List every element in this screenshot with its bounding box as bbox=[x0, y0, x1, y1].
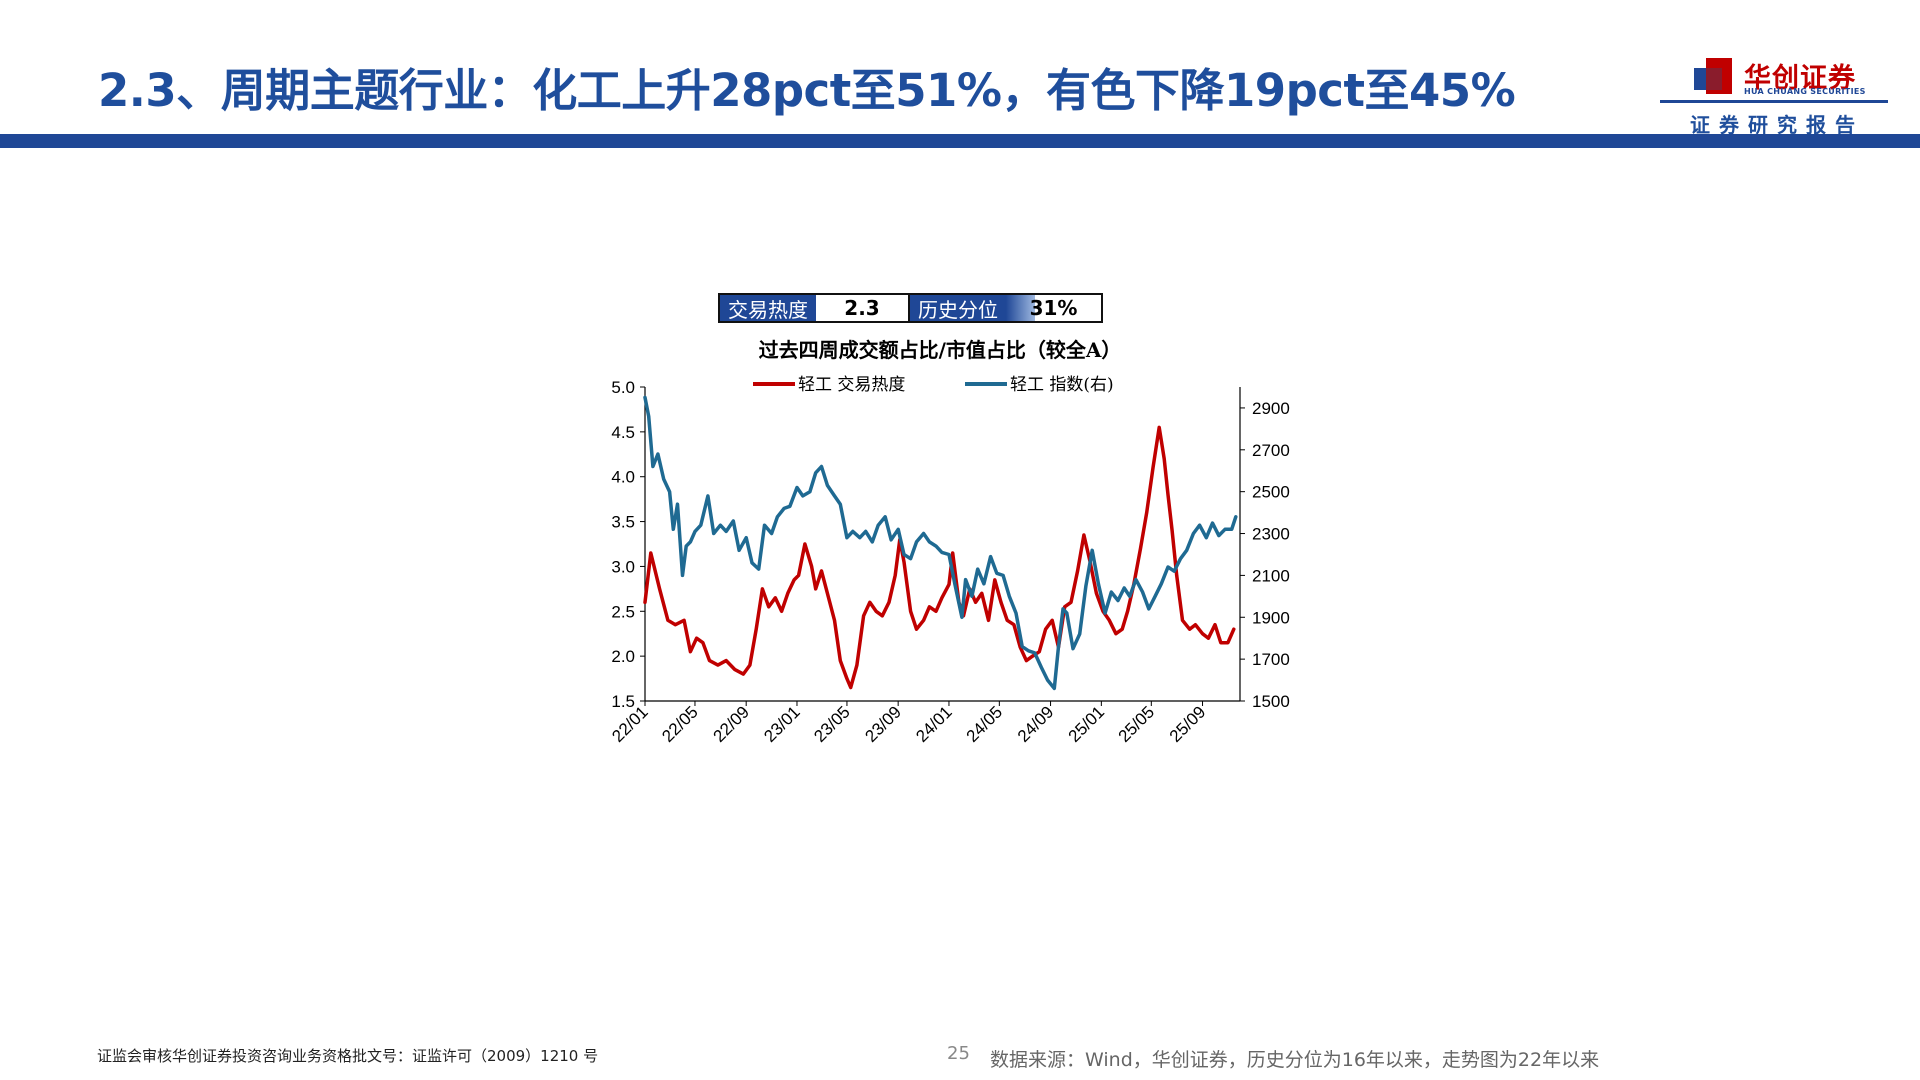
x-tick-label: 24/01 bbox=[912, 702, 956, 746]
heat-index-line-chart: 过去四周成交额占比/市值占比（较全A） 轻工 交易热度 轻工 指数(右) 1.5… bbox=[608, 338, 1290, 746]
right-y-tick-label: 1700 bbox=[1252, 650, 1290, 669]
right-y-tick-label: 2900 bbox=[1252, 399, 1290, 418]
left-y-tick-label: 1.5 bbox=[611, 692, 635, 711]
logo-text: 华创证券 bbox=[1744, 63, 1856, 94]
percentile-fill-bar bbox=[1006, 295, 1036, 321]
license-note: 证监会审核华创证券投资咨询业务资格批文号：证监许可（2009）1210 号 bbox=[97, 1047, 599, 1065]
report-label: 证券研究报告 bbox=[1690, 113, 1864, 137]
legend-label-heat: 轻工 交易热度 bbox=[798, 375, 905, 395]
logo-mark-icon bbox=[1694, 58, 1732, 94]
page-number: 25 bbox=[947, 1043, 970, 1064]
heat-indicator-box: 交易热度 2.3 历史分位 31% bbox=[718, 293, 1103, 323]
series-line-heat bbox=[643, 425, 1236, 690]
left-y-tick-label: 5.0 bbox=[611, 378, 635, 397]
left-y-tick-label: 4.0 bbox=[611, 468, 635, 487]
page-title: 2.3、周期主题行业：化工上升28pct至51%，有色下降19pct至45% bbox=[98, 64, 1516, 117]
left-y-tick-label: 3.0 bbox=[611, 557, 635, 576]
right-y-tick-label: 2700 bbox=[1252, 441, 1290, 460]
x-tick-label: 23/01 bbox=[760, 702, 804, 746]
x-tick-label: 22/05 bbox=[658, 702, 702, 746]
series-line-index bbox=[643, 395, 1238, 691]
left-y-tick-label: 2.0 bbox=[611, 647, 635, 666]
percentile-value: 31% bbox=[1029, 296, 1078, 320]
x-tick-label: 23/09 bbox=[861, 702, 905, 746]
x-tick-label: 24/05 bbox=[963, 702, 1007, 746]
chart-series bbox=[643, 395, 1238, 691]
left-y-tick-label: 3.5 bbox=[611, 513, 635, 532]
logo-underline bbox=[1660, 100, 1888, 103]
percentile-value-cell: 31% bbox=[1006, 295, 1101, 321]
right-y-tick-label: 2100 bbox=[1252, 566, 1290, 585]
heat-label: 交易热度 bbox=[720, 295, 816, 322]
right-y-tick-label: 2300 bbox=[1252, 525, 1290, 544]
x-tick-label: 25/09 bbox=[1166, 702, 1210, 746]
data-source-note: 数据来源：Wind，华创证券，历史分位为16年以来，走势图为22年以来 bbox=[990, 1049, 1600, 1071]
percentile-label: 历史分位 bbox=[910, 295, 1006, 322]
right-y-tick-label: 2500 bbox=[1252, 483, 1290, 502]
right-y-tick-label: 1900 bbox=[1252, 608, 1290, 627]
company-logo: 华创证券 HUA CHUANG SECURITIES bbox=[1660, 50, 1890, 136]
x-tick-label: 22/09 bbox=[709, 702, 753, 746]
chart-legend: 轻工 交易热度 轻工 指数(右) bbox=[753, 375, 1114, 395]
logo-subtitle: HUA CHUANG SECURITIES bbox=[1744, 87, 1866, 96]
x-tick-label: 25/01 bbox=[1065, 702, 1109, 746]
header-divider-bar bbox=[0, 134, 1920, 148]
x-tick-label: 24/09 bbox=[1014, 702, 1058, 746]
right-y-tick-label: 1500 bbox=[1252, 692, 1290, 711]
legend-label-index: 轻工 指数(右) bbox=[1010, 375, 1114, 395]
left-y-tick-label: 4.5 bbox=[611, 423, 635, 442]
left-y-tick-label: 2.5 bbox=[611, 602, 635, 621]
x-tick-label: 23/05 bbox=[810, 702, 854, 746]
chart-title: 过去四周成交额占比/市值占比（较全A） bbox=[759, 338, 1122, 362]
x-tick-label: 25/05 bbox=[1115, 702, 1159, 746]
heat-value: 2.3 bbox=[816, 295, 910, 321]
